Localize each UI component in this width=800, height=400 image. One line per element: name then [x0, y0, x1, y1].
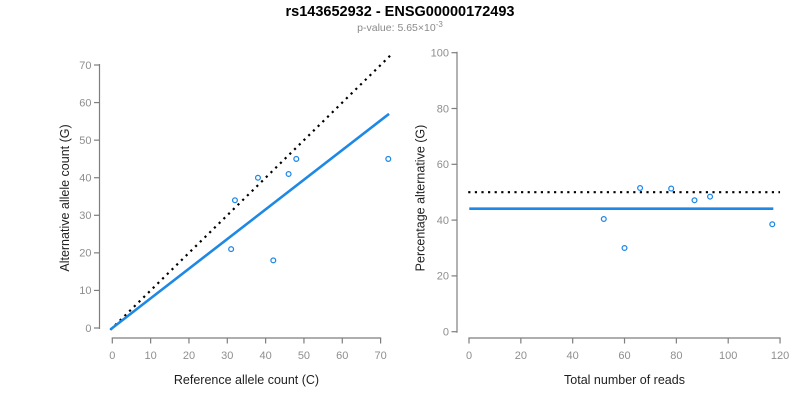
- y-tick-label: 70: [79, 60, 91, 72]
- data-point: [231, 197, 238, 204]
- right-x-axis-title: Total number of reads: [564, 373, 685, 387]
- x-tick-label: 0: [109, 350, 115, 362]
- data-point: [691, 197, 698, 204]
- y-tick-label: 60: [79, 97, 91, 109]
- y-tick-label: 50: [79, 135, 91, 147]
- x-tick-label: 120: [771, 350, 789, 362]
- identity-line: [109, 53, 393, 331]
- data-point: [707, 193, 714, 200]
- x-tick-label: 60: [336, 350, 348, 362]
- data-point: [285, 170, 292, 177]
- panel-left: 0 10 20 30 40 50 60 70 0 10 20 30 40 50 60 70: [79, 53, 393, 362]
- x-tick-label: 20: [515, 350, 527, 362]
- x-tick-label: 30: [221, 350, 233, 362]
- y-tick-label: 10: [79, 285, 91, 297]
- data-point: [769, 221, 776, 228]
- left-y-axis-title: Alternative allele count (G): [58, 124, 72, 271]
- y-tick-label: 0: [443, 327, 449, 339]
- x-tick-label: 0: [466, 350, 472, 362]
- data-point: [668, 185, 675, 192]
- data-point: [228, 246, 235, 253]
- x-tick-label: 20: [183, 350, 195, 362]
- fit-line: [109, 112, 390, 331]
- x-tick-label: 10: [145, 350, 157, 362]
- data-point: [637, 184, 644, 192]
- data-point: [254, 174, 261, 181]
- x-tick-label: 50: [298, 350, 310, 362]
- y-tick-label: 30: [79, 210, 91, 222]
- x-tick-label: 100: [719, 350, 737, 362]
- y-tick-label: 20: [437, 271, 449, 283]
- y-tick-label: 80: [437, 103, 449, 115]
- x-tick-label: 70: [374, 350, 386, 362]
- x-tick-label: 40: [259, 350, 271, 362]
- y-tick-label: 0: [85, 323, 91, 335]
- y-tick-label: 20: [79, 248, 91, 260]
- x-tick-label: 60: [618, 350, 630, 362]
- left-x-axis-title: Reference allele count (C): [174, 373, 319, 387]
- data-point: [621, 244, 628, 252]
- x-tick-label: 80: [670, 350, 682, 362]
- right-y-axis-title: Percentage alternative (G): [414, 125, 428, 272]
- data-point: [293, 155, 300, 162]
- y-tick-label: 100: [431, 48, 449, 60]
- plot-title: rs143652932 - ENSG00000172493: [286, 4, 515, 20]
- plot-subtitle: p-value: 5.65×10-3: [357, 20, 443, 34]
- data-point: [600, 215, 607, 223]
- pvalue-text: p-value: 5.65×10: [357, 22, 436, 34]
- y-tick-label: 40: [79, 173, 91, 185]
- data-point: [270, 257, 277, 264]
- pvalue-exponent: -3: [436, 20, 444, 29]
- panel-right: 0 20 40 60 80 100 0 20 40 60 80 100 120: [431, 48, 790, 363]
- x-tick-label: 40: [567, 350, 579, 362]
- y-tick-label: 40: [437, 215, 449, 227]
- y-tick-label: 60: [437, 159, 449, 171]
- data-point: [385, 155, 392, 162]
